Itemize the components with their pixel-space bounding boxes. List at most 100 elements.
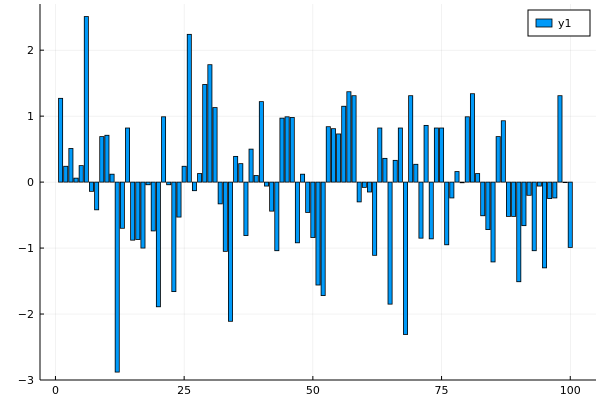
bar [552,181,558,199]
bar [382,157,388,183]
bar [300,173,306,183]
bar [377,127,383,183]
bar [125,127,130,183]
y-tick-label: 0 [27,176,34,189]
bar [361,181,367,188]
bar [238,163,244,183]
tick-labels: 0 25 50 75 100 −3 −2 −1 0 1 2 [18,44,581,397]
bar [490,181,496,263]
bar [475,173,481,183]
bar [114,181,120,373]
bar [413,163,419,183]
bar [202,84,208,183]
bar [397,127,403,183]
bars [58,16,573,373]
bar [130,181,136,241]
bar [289,117,295,183]
bar [372,181,378,256]
bar [191,181,197,192]
bar [233,155,239,183]
bar [155,181,161,308]
bar [145,181,151,186]
x-tick-label: 50 [306,384,320,397]
bar [567,181,573,248]
bar [485,181,491,231]
bar [392,159,398,183]
bar [68,148,74,183]
bar [94,181,100,211]
bar [454,171,460,183]
bar [264,181,269,187]
bar [150,181,156,232]
bar [119,181,125,229]
bar [294,181,300,244]
bar [248,148,254,183]
x-tick-label: 25 [177,384,191,397]
bar [423,124,429,183]
bar [387,181,393,305]
bar [330,128,336,183]
x-tick-label: 100 [560,384,581,397]
bar [58,97,64,183]
bar [274,181,280,252]
bar [480,181,486,217]
bar [526,181,532,196]
bar [279,117,285,183]
bar [403,181,408,335]
axes [39,4,596,381]
bar [171,181,177,293]
bar [181,165,187,183]
bar [433,127,439,183]
bar [78,165,84,183]
bar [511,181,517,217]
bar [500,120,506,183]
y-tick-label: −3 [18,374,34,387]
bar [439,127,445,183]
y-tick-label: −2 [18,308,34,321]
bar [99,136,105,183]
bar [557,95,563,183]
bar [269,181,275,212]
x-tick-label: 75 [435,384,449,397]
bar [506,181,511,217]
bar [217,181,223,205]
bar [459,181,465,184]
bar [161,116,167,183]
bar [63,165,69,183]
bar [531,181,537,252]
bar [186,33,192,183]
bar [258,101,264,183]
bar [89,181,94,192]
y-tick-label: 1 [27,110,34,123]
bar [325,126,331,183]
bar [310,181,316,238]
y-tick-label: 2 [27,44,34,57]
bar [562,181,568,184]
bar [449,181,455,199]
bar [542,181,547,269]
bar [428,181,434,240]
bar [197,173,203,183]
bar [521,181,527,227]
bar [166,181,172,186]
bar [408,95,414,183]
bar [351,95,357,183]
bar [315,181,321,286]
bar [305,181,311,213]
bar [346,91,352,183]
bar [253,175,259,183]
bar [536,181,542,187]
bar [495,136,501,183]
bar [212,107,218,183]
bar [83,16,89,183]
bar [418,181,424,239]
bar [336,133,342,183]
bar [547,181,553,200]
bar [228,181,233,322]
bar [284,116,290,183]
bar [222,181,228,252]
bar [176,181,182,218]
bar [73,177,79,183]
bar [104,134,110,183]
